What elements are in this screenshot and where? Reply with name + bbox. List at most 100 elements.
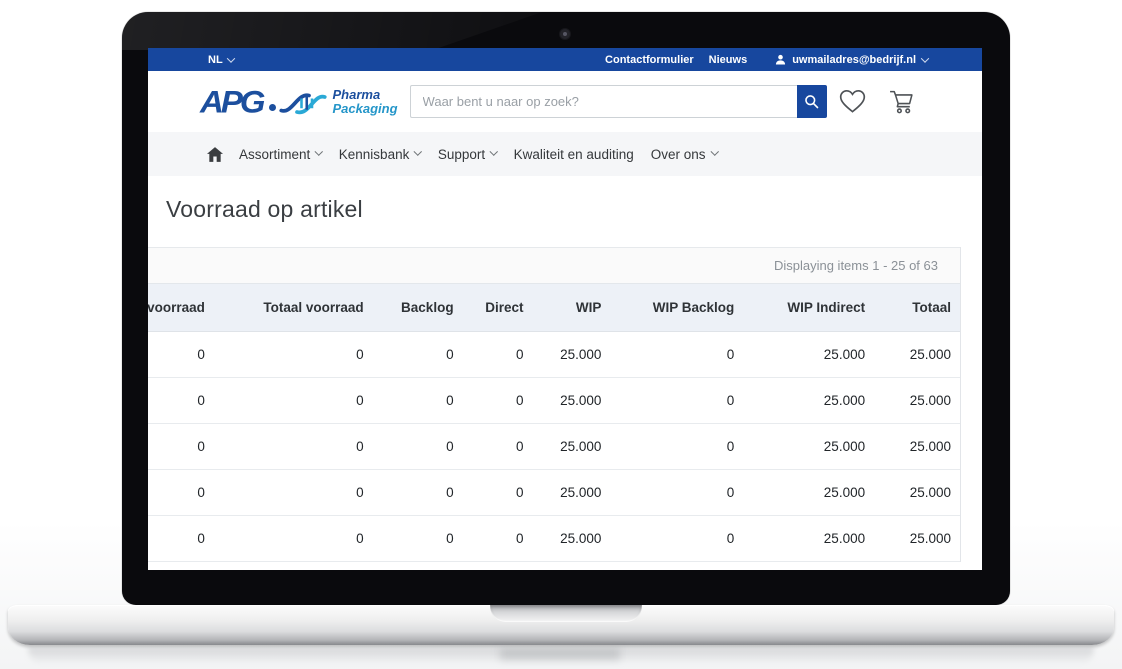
dna-logo-icon [278, 87, 327, 119]
nav-item-kwaliteit[interactable]: Kwaliteit en auditing [514, 147, 634, 162]
column-header-direct[interactable]: Direct [485, 300, 524, 315]
table-header-row: voorraad Totaal voorraad Backlog Direct … [148, 284, 960, 332]
company-logo[interactable]: APG Pharma Packaging [200, 85, 398, 119]
table-cell: 0 [356, 439, 364, 454]
main-navigation: Assortiment Kennisbank Support Kwaliteit… [148, 132, 982, 176]
browser-screen: NL Contactformulier Nieuws uwmail [148, 48, 982, 570]
laptop-base-notch [490, 605, 642, 622]
table-row: 0 0 0 0 25.000 0 25.000 25.000 [148, 424, 960, 470]
pagination-status: Displaying items 1 - 25 of 63 [148, 247, 960, 284]
table-cell: 0 [197, 485, 205, 500]
table-cell: 25.000 [823, 393, 866, 408]
user-icon [775, 54, 786, 65]
heart-icon [839, 89, 866, 114]
laptop-reflection-notch [500, 648, 620, 660]
nav-item-label: Over ons [650, 146, 706, 162]
chevron-down-icon [490, 147, 498, 155]
language-selector[interactable]: NL [208, 53, 235, 66]
column-header-wip-backlog[interactable]: WIP Backlog [652, 300, 735, 315]
table-cell: 0 [726, 347, 735, 362]
table-cell: 25.000 [909, 347, 951, 362]
table-cell: 0 [446, 347, 454, 362]
column-header-backlog[interactable]: Backlog [401, 300, 454, 315]
table-cell: 25.000 [909, 485, 951, 500]
table-cell: 0 [515, 393, 524, 408]
nav-item-over-ons[interactable]: Over ons [650, 146, 719, 162]
logo-acronym: APG [200, 83, 265, 120]
table-cell: 25.000 [823, 531, 866, 546]
search-bar [409, 85, 827, 118]
cart-button[interactable] [888, 89, 915, 115]
top-utility-bar: NL Contactformulier Nieuws uwmail [148, 48, 982, 71]
column-header-totaal[interactable]: Totaal [912, 300, 951, 315]
home-icon [207, 146, 223, 162]
table-cell: 0 [446, 439, 454, 454]
language-label: NL [208, 53, 223, 66]
table-cell: 25.000 [560, 347, 602, 362]
nav-item-kennisbank[interactable]: Kennisbank [338, 146, 422, 162]
table-cell: 0 [197, 347, 205, 362]
table-cell: 0 [726, 485, 735, 500]
news-link[interactable]: Nieuws [709, 54, 748, 66]
table-cell: 0 [356, 347, 364, 362]
chevron-down-icon [315, 147, 323, 155]
table-cell: 25.000 [909, 439, 951, 454]
chevron-down-icon [414, 147, 422, 155]
table-cell: 0 [446, 485, 454, 500]
table-body: 0 0 0 0 25.000 0 25.000 25.000 0 0 0 0 25.000 0 25.000… [148, 332, 960, 562]
table-cell: 0 [197, 393, 205, 408]
search-button[interactable] [796, 85, 827, 118]
logo-brand-text: Pharma Packaging [332, 87, 398, 116]
table-cell: 25.000 [823, 485, 866, 500]
table-cell: 0 [446, 393, 454, 408]
table-cell: 0 [726, 393, 735, 408]
laptop-reflection [28, 647, 1094, 667]
table-cell: 25.000 [560, 393, 602, 408]
table-row: 0 0 0 0 25.000 0 25.000 25.000 [148, 332, 960, 378]
nav-item-support[interactable]: Support [437, 146, 498, 162]
logo-brand-line2: Packaging [332, 100, 398, 116]
nav-item-label: Kennisbank [338, 146, 410, 162]
table-row: 0 0 0 0 25.000 0 25.000 25.000 [148, 516, 960, 562]
column-header-totaal-voorraad[interactable]: Totaal voorraad [263, 300, 364, 315]
cart-icon [888, 89, 915, 115]
wishlist-button[interactable] [839, 89, 866, 114]
table-cell: 0 [515, 347, 524, 362]
table-cell: 25.000 [560, 485, 602, 500]
nav-item-label: Support [437, 146, 486, 162]
table-cell: 25.000 [560, 531, 602, 546]
column-header-wip[interactable]: WIP [575, 300, 602, 315]
table-cell: 0 [446, 531, 454, 546]
contact-link[interactable]: Contactformulier [605, 54, 694, 66]
column-header-wip-indirect[interactable]: WIP Indirect [787, 300, 866, 315]
webcam [560, 29, 570, 39]
laptop-frame: NL Contactformulier Nieuws uwmail [122, 12, 1010, 605]
table-cell: 25.000 [560, 439, 602, 454]
table-cell: 0 [515, 485, 524, 500]
laptop-base [8, 605, 1114, 645]
table-cell: 0 [197, 439, 205, 454]
page-title: Voorraad op artikel [166, 196, 363, 222]
table-cell: 0 [726, 531, 735, 546]
site-header: APG Pharma Packaging [148, 71, 982, 132]
nav-item-label: Kwaliteit en auditing [513, 146, 634, 162]
nav-item-assortiment[interactable]: Assortiment [239, 147, 323, 162]
contact-link-label: Contactformulier [605, 53, 694, 66]
table-cell: 0 [515, 439, 524, 454]
account-email: uwmailadres@bedrijf.nl [792, 53, 916, 66]
column-header-voorraad[interactable]: voorraad [148, 300, 205, 315]
pagination-text: Displaying items 1 - 25 of 63 [773, 258, 938, 273]
table-cell: 0 [726, 439, 735, 454]
account-menu[interactable]: uwmailadres@bedrijf.nl [775, 53, 930, 66]
table-cell: 0 [356, 393, 364, 408]
table-cell: 0 [197, 531, 205, 546]
nav-home-button[interactable] [207, 146, 223, 162]
table-cell: 0 [356, 531, 364, 546]
table-cell: 25.000 [909, 531, 951, 546]
table-cell: 25.000 [823, 439, 866, 454]
logo-dot [268, 104, 276, 111]
search-input[interactable] [409, 85, 797, 118]
chevron-down-icon [226, 53, 235, 63]
chevron-down-icon [710, 147, 719, 155]
table-cell: 0 [356, 485, 364, 500]
